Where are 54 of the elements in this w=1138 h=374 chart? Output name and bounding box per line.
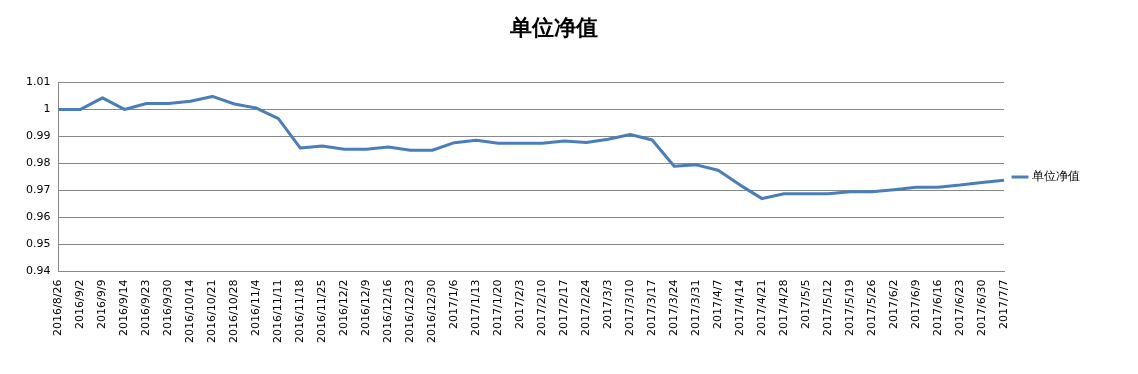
x-tick-label: 2016/9/30	[161, 279, 175, 337]
x-tick-label: 2017/4/21	[754, 279, 768, 337]
y-tick-label: 0.98	[25, 156, 51, 170]
x-tick-label: 2017/6/2	[886, 279, 900, 330]
x-tick-label: 2017/3/17	[645, 279, 659, 337]
x-tick-label: 2017/3/31	[689, 279, 703, 337]
x-tick-label: 2016/11/11	[271, 279, 285, 344]
y-tick-label: 1.01	[25, 75, 51, 89]
x-tick-label: 2016/12/2	[337, 279, 351, 337]
chart-title: 单位净值	[509, 14, 598, 40]
x-tick-label: 2017/3/3	[601, 279, 615, 330]
x-tick-label: 2017/3/10	[623, 279, 637, 337]
x-tick-label: 2017/6/30	[974, 279, 988, 337]
x-tick-label: 2017/4/14	[733, 279, 746, 337]
x-tick-label: 2017/1/20	[491, 279, 505, 337]
y-tick-label: 0.96	[25, 210, 51, 224]
x-tick-label: 2017/1/6	[447, 279, 461, 330]
x-tick-label: 2017/4/28	[776, 279, 790, 337]
x-tick-label: 2017/5/12	[820, 279, 834, 337]
y-tick-label: 0.97	[25, 183, 51, 197]
x-tick-label: 2016/9/14	[117, 279, 131, 337]
x-tick-label: 2017/1/13	[469, 279, 483, 337]
x-tick-label: 2017/6/9	[908, 279, 922, 330]
x-tick-label: 2017/2/3	[513, 279, 527, 330]
x-tick-label: 2016/12/23	[403, 279, 417, 344]
x-tick-label: 2017/6/23	[952, 279, 966, 337]
x-tick-label: 2016/9/9	[95, 279, 109, 330]
x-tick-label: 2017/5/5	[798, 279, 812, 330]
x-tick-label: 2016/11/25	[315, 279, 329, 344]
x-tick-label: 2017/2/17	[557, 279, 571, 337]
x-tick-label: 2016/12/30	[425, 279, 439, 344]
x-tick-label: 2016/9/23	[139, 279, 153, 337]
x-tick-label: 2017/3/24	[667, 279, 681, 337]
x-tick-label: 2017/4/7	[711, 279, 725, 330]
x-tick-label: 2016/11/18	[293, 279, 307, 344]
x-tick-label: 2017/6/16	[930, 279, 944, 337]
x-tick-label: 2017/7/7	[996, 279, 1010, 330]
x-tick-label: 2016/11/4	[249, 279, 263, 337]
x-tick-label: 2016/10/14	[183, 279, 197, 344]
legend-label: 单位净值	[1032, 169, 1080, 184]
y-tick-label: 0.95	[25, 237, 51, 251]
x-tick-label: 2016/12/9	[359, 279, 373, 337]
x-tick-label: 2016/10/21	[205, 279, 219, 344]
x-tick-label: 2017/5/19	[842, 279, 856, 337]
x-tick-label: 2016/8/26	[51, 279, 65, 337]
x-tick-label: 2017/5/26	[864, 279, 878, 337]
y-tick-label: 0.99	[25, 129, 51, 143]
x-tick-label: 2016/9/2	[73, 279, 87, 330]
x-tick-label: 2016/10/28	[227, 279, 241, 344]
x-tick-label: 2017/2/24	[579, 279, 593, 337]
y-tick-label: 1	[43, 102, 51, 116]
x-tick-label: 2017/2/10	[535, 279, 549, 337]
y-tick-label: 0.94	[25, 264, 51, 278]
x-tick-label: 2016/12/16	[381, 279, 395, 344]
